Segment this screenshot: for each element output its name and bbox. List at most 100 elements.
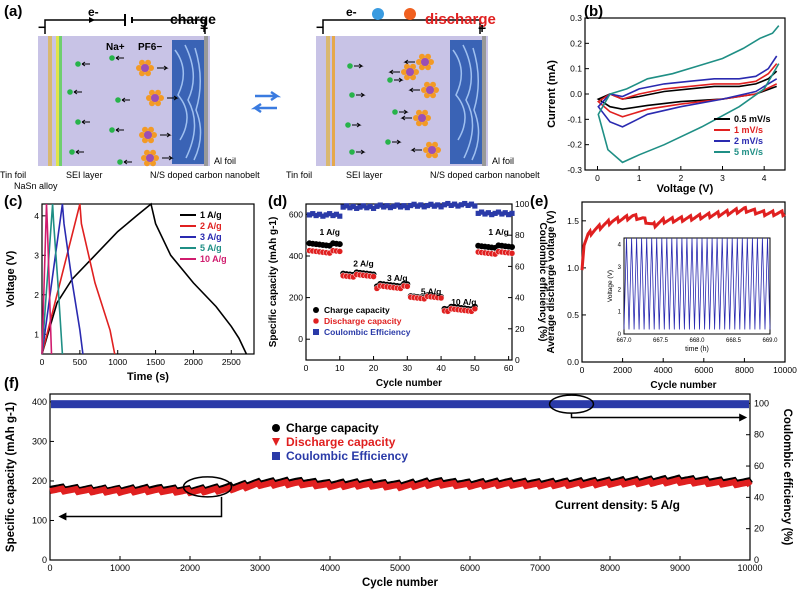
p-atom [426, 86, 434, 94]
inset-y-tick-label: 1 [618, 310, 622, 316]
nasn-alloy-left [56, 36, 59, 166]
na-ion-left-7 [117, 159, 123, 165]
y2-tick-label: 0 [515, 355, 520, 365]
y-tick-label: 3 [34, 250, 39, 260]
rate-point-2 [468, 201, 475, 207]
rate-point-2 [343, 203, 350, 209]
x-tick-label: 30 [403, 363, 413, 373]
rate-point-2 [411, 201, 417, 207]
f-atom [423, 147, 429, 153]
y-tick-label: 400 [289, 251, 303, 261]
y-tick-label: 0.0 [567, 357, 579, 367]
y-axis-label: Voltage (V) [5, 250, 17, 307]
y2-tick-label: 20 [754, 524, 764, 534]
rate-point-2 [340, 204, 346, 210]
legend-entry: Discharge capacity [324, 316, 402, 326]
na-ion-right-3 [349, 149, 355, 155]
y-axis-label: Specific capacity (mAh g-1) [5, 402, 17, 552]
pf6-arrow-left-0 [157, 65, 169, 71]
f-atom [148, 65, 154, 71]
ions-right [345, 53, 441, 159]
y2-axis-label: Coulombic efficiency (%) [781, 409, 793, 546]
rate-point-2 [462, 200, 468, 207]
x-tick-label: 40 [436, 363, 446, 373]
pf6-arrow-right-4 [388, 69, 400, 75]
cv-series-1 [596, 63, 778, 118]
pf6-arrow-right-0 [403, 59, 415, 65]
na-ion-left-2 [75, 119, 81, 125]
f-atom [433, 87, 439, 93]
f-atom [435, 147, 441, 153]
x-tick-label: 9000 [670, 563, 690, 573]
cv-series-3 [597, 25, 780, 164]
rate-point-2 [401, 203, 407, 209]
na-arrow-left-7 [123, 159, 132, 165]
rate-point-2 [316, 211, 323, 217]
y-tick-label: 600 [289, 209, 303, 219]
x-tick-label: 4 [762, 173, 767, 183]
rate-label-4: 10 A/g [451, 297, 476, 307]
electron-label-right: e- [346, 5, 357, 19]
rate-point-2 [387, 204, 394, 211]
na-arrow-left-0 [81, 61, 90, 67]
x-tick-label: 20 [369, 363, 379, 373]
tin-foil-right [326, 36, 330, 166]
x-tick-label: 2500 [222, 357, 241, 367]
label-sei-right: SEI layer [346, 170, 383, 180]
pf6-ion-right-0 [416, 53, 434, 71]
pf6-ion-left-2 [139, 126, 157, 144]
x-tick-label: 6000 [460, 563, 480, 573]
pf6-arrow-left-1 [167, 95, 179, 101]
circuit-wire-left [44, 19, 206, 34]
na-arrow-right-1 [356, 92, 366, 98]
rate-point-2 [391, 203, 397, 209]
capacity-highlight-ellipse [182, 476, 233, 498]
rate-point-2 [502, 210, 508, 216]
x-tick-label: 1 [637, 173, 642, 183]
rate-point-2 [451, 201, 458, 207]
na-label-left: Na+ [106, 42, 125, 53]
x-tick-label: 0 [40, 357, 45, 367]
pf6-arrow-right-1 [408, 87, 420, 93]
y-tick-label: 0 [298, 334, 303, 344]
pf6-arrow-right-2 [400, 115, 412, 121]
nanobelt-texture-right [452, 44, 480, 161]
panel-d-label: (d) [268, 193, 287, 210]
f-atom [413, 115, 419, 121]
x-tick-label: 1000 [108, 357, 127, 367]
f-atom [146, 95, 152, 101]
x-tick-label: 10000 [773, 365, 797, 375]
rate-point-0 [336, 241, 343, 248]
sei-layer-left [59, 36, 62, 166]
x-axis-label: Cycle number [362, 577, 439, 589]
x-tick-label: 2000 [613, 365, 632, 375]
rate-point-2 [475, 210, 481, 216]
inset-x-tick-label: 667.5 [653, 338, 669, 344]
rate-point-2 [333, 211, 339, 217]
ions-left [67, 55, 179, 167]
rate-point-2 [306, 212, 312, 218]
y-tick-label: 200 [289, 293, 303, 303]
na-ion-right-5 [392, 109, 398, 115]
rate-point-2 [367, 203, 373, 210]
chart-e-voltage: 0 2000 4000 6000 8000 10000 0.0 0.5 1.0 1.5 Cycle … [546, 201, 797, 391]
y2-tick-label: 100 [754, 398, 769, 408]
f-atom [421, 87, 427, 93]
y2-tick-label: 40 [754, 492, 764, 502]
rate-point-2 [397, 204, 404, 210]
rate-point-2 [313, 212, 319, 219]
legend-entry: 10 A/g [200, 254, 227, 264]
na-arrow-left-5 [121, 97, 130, 103]
y-tick-label: -0.3 [567, 165, 582, 175]
panel-a-label: (a) [4, 3, 22, 20]
rate-label-3: 5 A/g [421, 286, 441, 296]
rate-point-2 [465, 202, 471, 209]
rate-point-1 [336, 248, 344, 255]
x-axis-label: Voltage (V) [657, 183, 714, 195]
rate-point-2 [357, 204, 363, 210]
y-tick-label: 1 [34, 329, 39, 339]
rate-point-2 [421, 204, 427, 210]
na-ion-right-0 [347, 63, 353, 69]
